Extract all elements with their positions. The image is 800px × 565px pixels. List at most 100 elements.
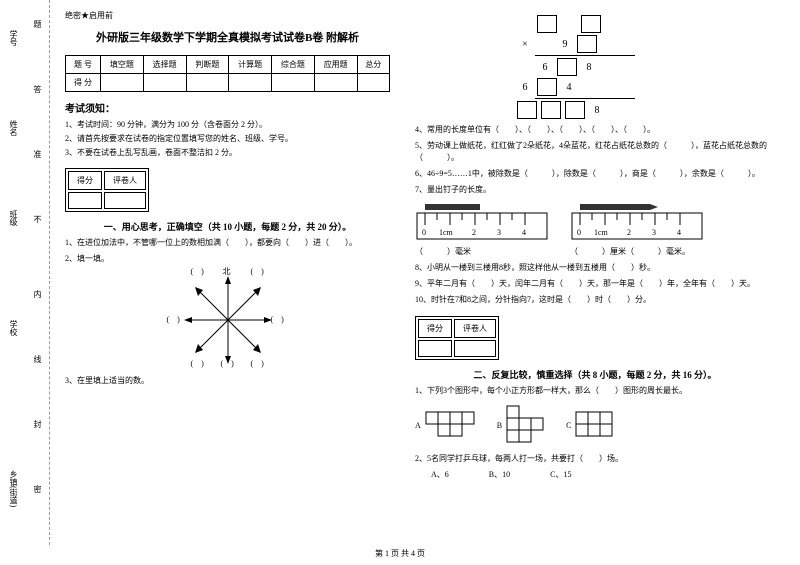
score-header: 应用题 [314,56,357,74]
score-header: 总分 [357,56,389,74]
binding-mark: 题 [32,20,43,28]
notice-item: 3、不要在试卷上乱写乱画，卷面不整洁扣 2 分。 [65,147,390,158]
binding-mark: 封 [32,420,43,428]
score-cell [143,74,186,92]
svg-text:2: 2 [627,228,631,237]
mult-num: 6 [535,62,555,73]
scorer-label: 得分 [68,171,102,190]
svg-text:1cm: 1cm [439,228,454,237]
binding-mark: 线 [32,355,43,363]
binding-mark: 内 [32,290,43,298]
compass-blank: ( ) [191,266,204,277]
right-column: ×9 68 64 8 4、常用的长度单位有（ ）、（ ）、（ ）、（ ）、（ ）… [405,0,790,545]
compass-north: 北 [223,266,231,277]
binding-label: 学校 [8,320,19,336]
ruler-label: （ ）厘米（ ）毫米。 [570,246,705,257]
binding-label: 乡镇(街道) [8,470,19,507]
notice-item: 1、考试时间：90 分钟，满分为 100 分（含卷面分 2 分）。 [65,119,390,130]
compass-blank: ( ) [221,358,234,369]
score-row-label: 得 分 [66,74,101,92]
mult-num: 6 [515,82,535,93]
scorer-cell [68,192,102,209]
score-cell [357,74,389,92]
mult-num: 4 [559,82,579,93]
left-column: 绝密★启用前 外研版三年级数学下学期全真模拟考试试卷B卷 附解析 题 号 填空题… [50,0,405,545]
ruler-2: 01cm234 （ ）厘米（ ）毫米。 [570,201,705,257]
notice-title: 考试须知： [65,100,390,115]
shape-label-a: A [415,421,421,430]
binding-label: 班级 [8,210,19,226]
multiplication-problem: ×9 68 64 8 [495,15,775,119]
select-q2-opts: A、6 B、10 C、15 [415,469,775,481]
svg-text:2: 2 [472,228,476,237]
question-4: 4、常用的长度单位有（ ）、（ ）、（ ）、（ ）、（ ）。 [415,124,775,136]
binding-mark: 准 [32,150,43,158]
question-1: 1、在进位加法中，不管哪一位上的数相加满（ ），都要向（ ）进（ ）。 [65,237,390,249]
question-6: 6、46÷9=5……1中，被除数是（ ），除数是（ ），商是（ ），余数是（ ）… [415,168,775,180]
shapes-row: A B C [415,405,775,445]
compass-blank: ( ) [251,358,264,369]
compass-blank: ( ) [251,266,264,277]
shape-a-icon [425,411,477,439]
scorer-cell [454,340,496,357]
compass-blank: ( ) [271,314,284,325]
select-q1: 1、下列3个图形中，每个小正方形都一样大，那么（ ）图形的周长最长。 [415,385,775,397]
ruler-container: 0 1cm 2 3 4 （ ）毫米 0 1cm 2 3 4 （ ）厘米（ ）毫米。 [415,201,775,257]
shape-c-icon [575,411,615,439]
shape-label-c: C [566,421,571,430]
exam-title: 外研版三年级数学下学期全真模拟考试试卷B卷 附解析 [65,29,390,45]
scorer-label: 评卷人 [454,319,496,338]
scorer-label: 得分 [418,319,452,338]
score-cell [314,74,357,92]
compass-diagram: 北 ( ) ( ) ( ) ( ) ( ) ( ) ( ) [173,270,283,370]
binding-margin: 学号 姓名 班级 学校 乡镇(街道) 题 答 准 不 内 线 封 密 [0,0,50,545]
svg-text:3: 3 [497,228,501,237]
svg-text:0: 0 [422,228,426,237]
compass-blank: ( ) [167,314,180,325]
score-table: 题 号 填空题 选择题 判断题 计算题 综合题 应用题 总分 得 分 [65,55,390,92]
section-title: 一、用心思考，正确填空（共 10 小题，每题 2 分，共 20 分）。 [65,220,390,233]
binding-mark: 密 [32,485,43,493]
binding-label: 学号 [8,30,19,46]
shape-b-icon [506,405,546,445]
score-cell [272,74,315,92]
score-header: 题 号 [66,56,101,74]
question-10: 10、时针在7和8之间，分针指向7，这时是（ ）时（ ）分。 [415,294,775,306]
question-3: 3、在里填上适当的数。 [65,375,390,387]
mult-sym: × [515,39,535,50]
svg-text:4: 4 [677,228,681,237]
select-q2: 2、5名同学打乒乓球，每两人打一场，共要打（ ）场。 [415,453,775,465]
binding-mark: 答 [32,85,43,93]
score-cell [186,74,229,92]
scorer-cell [418,340,452,357]
secret-label: 绝密★启用前 [65,10,390,21]
score-cell [100,74,143,92]
binding-mark: 不 [32,215,43,223]
mult-num: 9 [555,39,575,50]
mult-num: 8 [579,62,599,73]
question-5: 5、劳动课上做纸花，红红做了2朵纸花，4朵蓝花，红花占纸花总数的（ ），蓝花占纸… [415,140,775,164]
score-header: 判断题 [186,56,229,74]
page-container: 学号 姓名 班级 学校 乡镇(街道) 题 答 准 不 内 线 封 密 绝密★启用… [0,0,800,545]
scorer-box: 得分评卷人 [415,316,499,360]
question-8: 8、小明从一楼到三楼用8秒，照这样他从一楼到五楼用（ ）秒。 [415,262,775,274]
question-2: 2、填一填。 [65,253,390,265]
page-footer: 第 1 页 共 4 页 [0,545,800,562]
section-title: 二、反复比较，慎重选择（共 8 小题，每题 2 分，共 16 分）。 [415,368,775,381]
score-cell [229,74,272,92]
notice-item: 2、请首先按要求在试卷的指定位置填写您的姓名、班级、学号。 [65,133,390,144]
binding-label: 姓名 [8,120,19,136]
mult-num: 8 [587,105,607,116]
scorer-box: 得分评卷人 [65,168,149,212]
score-header: 填空题 [100,56,143,74]
question-9: 9、平年二月有（ ）天，闰年二月有（ ）天，那一年是（ ）年，全年有（ ）天。 [415,278,775,290]
ruler-1: 0 1cm 2 3 4 （ ）毫米 [415,201,550,257]
svg-text:4: 4 [522,228,526,237]
scorer-label: 评卷人 [104,171,146,190]
shape-label-b: B [497,421,502,430]
svg-text:1cm: 1cm [594,228,609,237]
svg-text:3: 3 [652,228,656,237]
ruler-label: （ ）毫米 [415,246,550,257]
score-header: 计算题 [229,56,272,74]
question-7: 7、量出钉子的长度。 [415,184,775,196]
